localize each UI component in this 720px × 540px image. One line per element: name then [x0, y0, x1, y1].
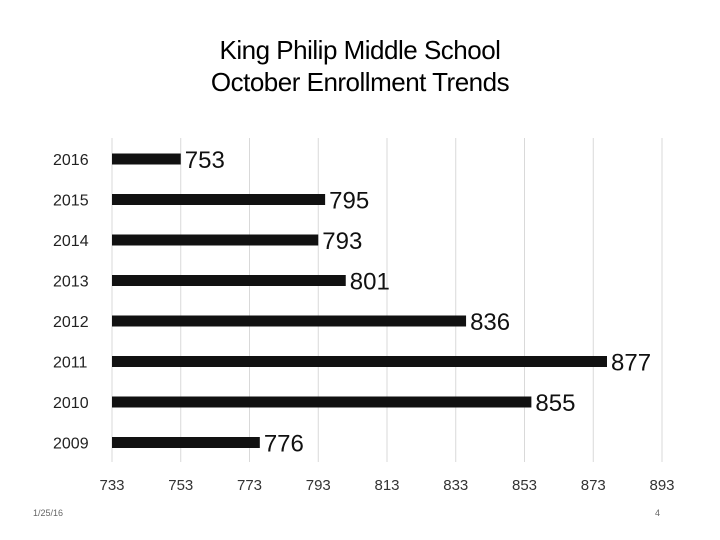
data-label: 877: [611, 350, 651, 377]
data-label: 793: [322, 228, 362, 255]
x-tick-label: 893: [649, 477, 674, 494]
x-tick-label: 753: [168, 477, 193, 494]
x-tick-label: 793: [306, 477, 331, 494]
bar: [112, 396, 532, 408]
bar: [112, 356, 607, 367]
data-label: 776: [264, 431, 304, 458]
y-category-label: 2010: [53, 395, 89, 412]
title-line-2: October Enrollment Trends: [210, 67, 510, 97]
y-category-label: 2015: [53, 193, 89, 210]
bar: [112, 437, 260, 448]
x-tick-label: 773: [237, 477, 262, 494]
footer-date: 1/25/16: [33, 508, 64, 518]
chart-title: King Philip Middle School October Enroll…: [0, 34, 720, 98]
title-line-1: King Philip Middle School: [219, 35, 501, 65]
bar: [112, 194, 326, 205]
bar: [112, 275, 346, 286]
bar: [112, 153, 181, 165]
x-tick-label: 873: [581, 477, 606, 494]
y-category-label: 2013: [53, 274, 89, 291]
y-category-label: 2012: [53, 314, 89, 331]
x-tick-label: 733: [99, 477, 124, 494]
x-tick-label: 853: [512, 477, 537, 494]
y-category-label: 2014: [53, 233, 89, 250]
data-label: 795: [329, 188, 369, 215]
x-tick-label: 813: [374, 477, 399, 494]
y-category-label: 2011: [53, 355, 88, 372]
x-tick-label: 833: [443, 477, 468, 494]
data-label: 855: [535, 390, 575, 417]
data-label: 801: [350, 269, 390, 296]
bar: [112, 234, 319, 246]
data-label: 836: [470, 309, 510, 336]
page-number: 4: [655, 508, 661, 518]
bar: [112, 315, 467, 327]
y-category-label: 2009: [53, 436, 89, 453]
y-category-label: 2016: [53, 152, 89, 169]
data-label: 753: [185, 147, 225, 174]
